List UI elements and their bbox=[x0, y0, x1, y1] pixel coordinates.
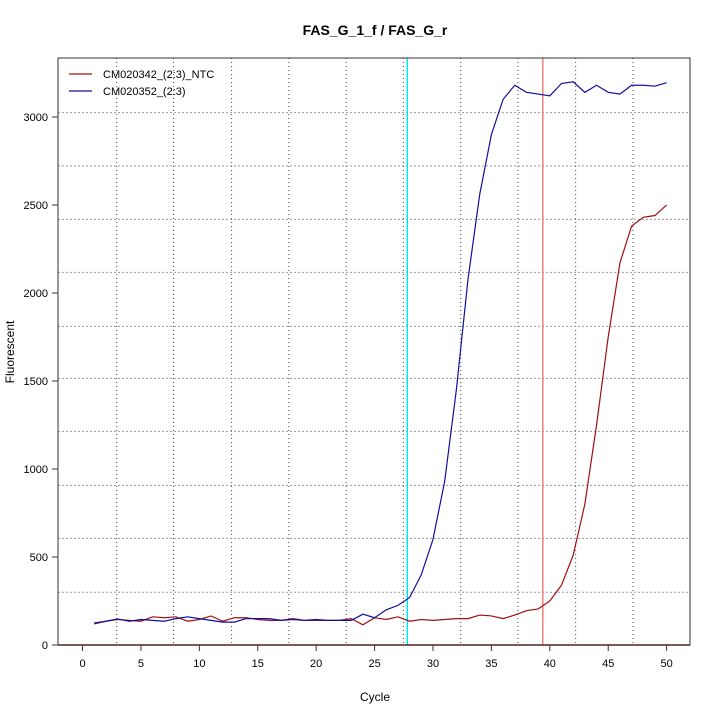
x-tick-label: 15 bbox=[252, 658, 264, 670]
legend-label: CM020352_(2:3) bbox=[103, 86, 186, 98]
legend-label: CM020342_(2:3)_NTC bbox=[103, 69, 214, 81]
legend: CM020342_(2:3)_NTC CM020352_(2:3) bbox=[69, 69, 214, 98]
y-tick-label: 1500 bbox=[24, 376, 48, 388]
y-tick-label: 0 bbox=[42, 640, 48, 652]
series-line bbox=[94, 81, 667, 624]
y-tick-label: 3000 bbox=[24, 112, 48, 124]
x-tick-label: 50 bbox=[661, 658, 673, 670]
x-tick-label: 30 bbox=[427, 658, 439, 670]
axes: 0 5 10 15 20 25 30 35 40 45 5005001000150020002500… bbox=[24, 112, 673, 670]
y-tick-label: 2000 bbox=[24, 288, 48, 300]
threshold-lines bbox=[406, 58, 544, 645]
x-tick-label: 10 bbox=[193, 658, 205, 670]
x-tick-label: 25 bbox=[368, 658, 380, 670]
x-tick-label: 35 bbox=[485, 658, 497, 670]
y-tick-label: 500 bbox=[30, 552, 48, 564]
y-tick-label: 2500 bbox=[24, 200, 48, 212]
series-line bbox=[94, 204, 668, 626]
x-tick-label: 40 bbox=[544, 658, 556, 670]
y-tick-label: 1000 bbox=[24, 464, 48, 476]
y-axis-label: Fluorescent bbox=[3, 320, 17, 383]
x-tick-label: 45 bbox=[602, 658, 614, 670]
grid bbox=[58, 58, 690, 645]
x-axis-label: Cycle bbox=[360, 690, 390, 704]
x-tick-label: 0 bbox=[79, 658, 85, 670]
x-tick-label: 5 bbox=[138, 658, 144, 670]
chart-title: FAS_G_1_f / FAS_G_r bbox=[303, 22, 448, 38]
x-tick-label: 20 bbox=[310, 658, 322, 670]
plot-frame bbox=[57, 57, 691, 646]
